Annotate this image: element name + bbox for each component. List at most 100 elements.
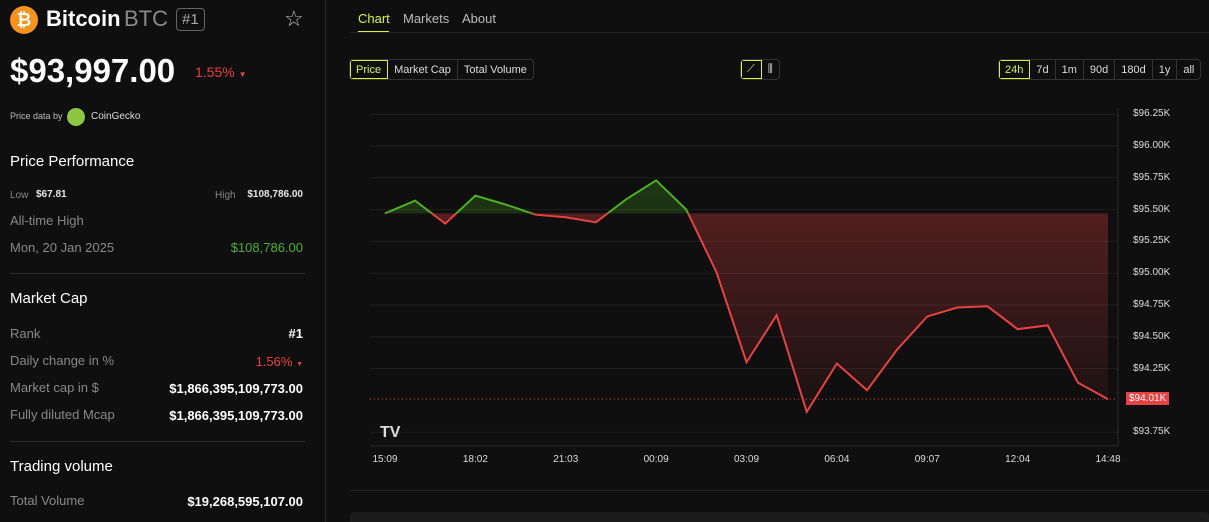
range-1y[interactable]: 1y xyxy=(1153,60,1178,79)
low-label: Low xyxy=(10,190,29,201)
range-24h[interactable]: 24h xyxy=(999,60,1031,79)
data-point xyxy=(746,361,747,363)
trading-volume-title: Trading volume xyxy=(10,458,113,475)
tradingview-logo-icon: TV xyxy=(380,424,401,441)
y-tick-label: $95.00K xyxy=(1133,267,1171,279)
total-volume-value: $19,268,595,107.00 xyxy=(187,494,303,509)
tab-about[interactable]: About xyxy=(462,11,496,26)
data-point xyxy=(1077,382,1079,384)
market-cap-title: Market Cap xyxy=(10,290,88,307)
data-point xyxy=(595,221,597,223)
y-tick-label: $94.75K xyxy=(1133,299,1171,310)
high-value: $108,786.00 xyxy=(247,189,303,200)
price-change: 1.55% ▼ xyxy=(195,64,247,80)
data-point xyxy=(384,212,386,214)
y-tick-label: $96.25K xyxy=(1133,108,1171,120)
data-point xyxy=(565,216,567,218)
data-point xyxy=(926,315,928,317)
tab-chart[interactable]: Chart xyxy=(358,11,390,26)
y-tick-label: $94.50K xyxy=(1133,330,1171,342)
market-cap-label: Market cap in $ xyxy=(10,380,99,395)
y-tick-label: $95.25K xyxy=(1133,235,1171,247)
coin-name: Bitcoin xyxy=(46,6,121,31)
price-data-label: Price data by xyxy=(10,111,63,121)
data-point xyxy=(655,179,657,181)
low-value: $67.81 xyxy=(36,189,67,200)
range-90d[interactable]: 90d xyxy=(1084,60,1116,79)
line-chart-icon[interactable]: ⟋ xyxy=(741,60,762,79)
rank-badge: #1 xyxy=(176,8,205,31)
metric-selector: Price Market Cap Total Volume xyxy=(349,59,534,80)
data-point xyxy=(956,307,958,309)
data-point xyxy=(866,389,868,391)
data-point xyxy=(444,223,446,225)
x-tick-label: 12:04 xyxy=(1005,454,1031,465)
ath-label: All-time High xyxy=(10,213,84,228)
daily-change-value: 1.56% ▼ xyxy=(256,354,303,369)
candlestick-icon[interactable]: ⫼ xyxy=(767,63,773,75)
data-point xyxy=(715,271,717,273)
divider xyxy=(10,273,305,274)
y-tick-label: $95.50K xyxy=(1133,203,1171,215)
rank-label: Rank xyxy=(10,326,41,341)
data-point xyxy=(1047,324,1049,326)
x-tick-label: 09:07 xyxy=(914,454,940,465)
price-performance-title: Price Performance xyxy=(10,153,135,170)
data-point xyxy=(414,200,416,202)
total-volume-label: Total Volume xyxy=(10,493,85,508)
daily-change-label: Daily change in % xyxy=(10,353,115,368)
fdv-value: $1,866,395,109,773.00 xyxy=(169,408,303,423)
x-tick-label: 18:02 xyxy=(462,454,488,465)
data-point xyxy=(535,214,537,216)
down-arrow-icon: ▼ xyxy=(238,70,247,79)
data-point xyxy=(685,209,687,211)
range-all[interactable]: all xyxy=(1183,63,1195,76)
fdv-label: Fully diluted Mcap xyxy=(10,407,115,422)
market-cap-value: $1,866,395,109,773.00 xyxy=(169,381,303,396)
favorite-star-icon[interactable]: ☆ xyxy=(284,6,304,31)
data-point xyxy=(776,314,778,316)
high-label: High xyxy=(215,190,236,201)
area-fill-down xyxy=(385,213,1108,412)
x-tick-label: 03:09 xyxy=(733,454,760,465)
price-change-value: 1.55% xyxy=(195,64,235,80)
x-tick-label: 00:09 xyxy=(643,454,669,465)
range-180d[interactable]: 180d xyxy=(1115,60,1153,79)
tabs-divider xyxy=(350,32,1209,33)
x-tick-label: 06:04 xyxy=(824,454,850,465)
y-tick-label: $93.75K xyxy=(1133,426,1171,438)
tab-markets[interactable]: Markets xyxy=(403,11,450,26)
next-panel xyxy=(350,512,1209,522)
data-point xyxy=(1017,328,1019,330)
down-arrow-icon: ▼ xyxy=(296,361,303,368)
daily-change-text: 1.56% xyxy=(255,354,293,369)
x-tick-label: 21:03 xyxy=(553,454,579,465)
provider-name[interactable]: CoinGecko xyxy=(91,111,141,122)
data-point xyxy=(806,411,808,413)
data-point xyxy=(474,195,476,197)
market-cap-button[interactable]: Market Cap xyxy=(388,60,458,79)
x-tick-label: 15:09 xyxy=(372,454,398,465)
chart-type-selector: ⟋ ⫼ xyxy=(740,59,780,80)
y-tick-label: $95.75K xyxy=(1133,171,1171,183)
x-tick-label: 14:48 xyxy=(1095,454,1121,465)
chart-divider xyxy=(350,490,1209,491)
range-7d[interactable]: 7d xyxy=(1030,60,1056,79)
price-button[interactable]: Price xyxy=(350,60,389,79)
coingecko-logo-icon xyxy=(67,108,85,126)
range-1m[interactable]: 1m xyxy=(1056,60,1084,79)
bitcoin-logo-icon: ₿ xyxy=(10,6,38,34)
rank-value: #1 xyxy=(288,326,303,341)
data-point xyxy=(836,363,838,365)
total-volume-button[interactable]: Total Volume xyxy=(463,63,527,76)
current-price: $93,997.00 xyxy=(10,52,176,89)
ath-date: Mon, 20 Jan 2025 xyxy=(10,240,115,255)
current-price-label: $94.01K xyxy=(1126,392,1170,406)
coin-sidebar: ₿ Bitcoin BTC #1 ☆ $93,997.00 1.55% ▼ Pr… xyxy=(0,0,326,522)
data-point xyxy=(505,204,506,206)
data-point xyxy=(625,198,627,200)
data-point xyxy=(987,305,988,307)
data-point xyxy=(1107,398,1109,400)
data-point xyxy=(896,349,898,351)
